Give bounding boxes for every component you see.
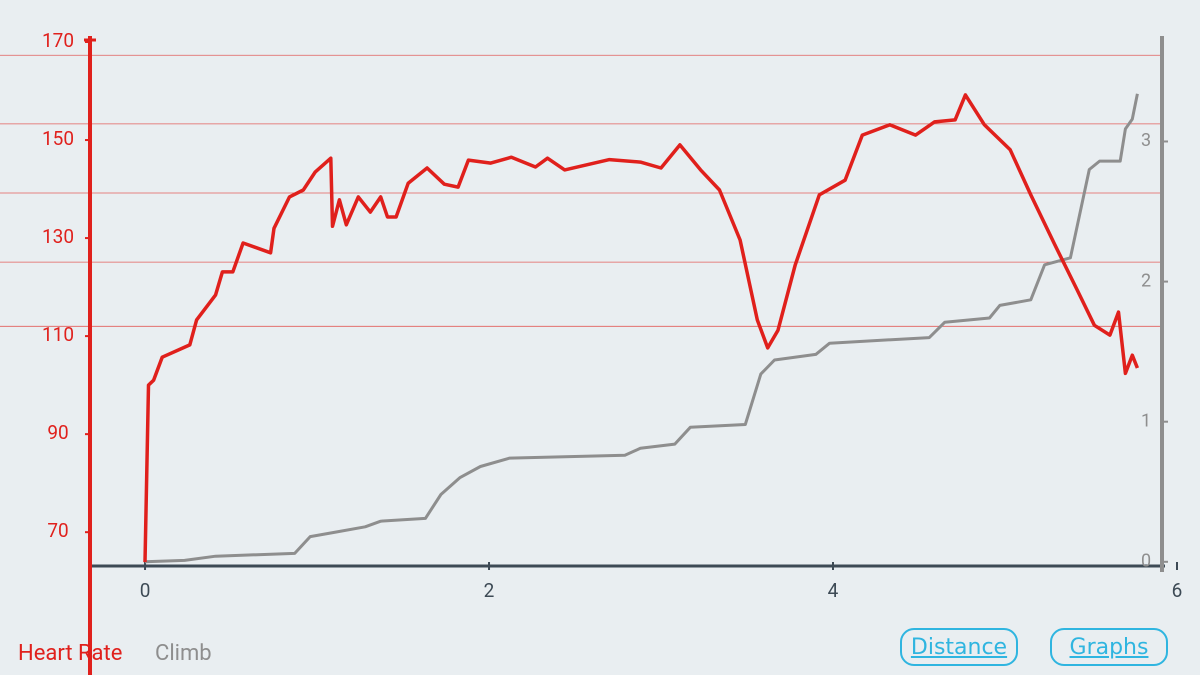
- series-line: [143, 93, 1140, 563]
- y-tick-label: 70: [47, 519, 68, 542]
- y-tick-label: 90: [47, 421, 68, 444]
- legend-entry: Heart Rate: [18, 641, 122, 666]
- y2-tick-label: 3: [1141, 130, 1151, 151]
- legend-entry: Climb: [155, 641, 212, 666]
- y-tick-label: 170: [42, 29, 74, 52]
- x-tick-label: 6: [1172, 579, 1183, 602]
- x-tick-label: 0: [140, 579, 151, 602]
- x-tick-label: 4: [828, 579, 839, 602]
- y-tick-label: 110: [42, 323, 74, 346]
- y2-tick-label: 2: [1141, 270, 1151, 291]
- series-line: [144, 93, 1139, 564]
- y2-tick-label: 0: [1141, 551, 1151, 572]
- y-tick-label: 150: [42, 127, 74, 150]
- distance-button[interactable]: Distance: [900, 628, 1018, 666]
- x-tick-label: 2: [484, 579, 495, 602]
- y-tick-label: 130: [42, 225, 74, 248]
- y2-tick-label: 1: [1141, 410, 1151, 431]
- graphs-button[interactable]: Graphs: [1050, 628, 1168, 666]
